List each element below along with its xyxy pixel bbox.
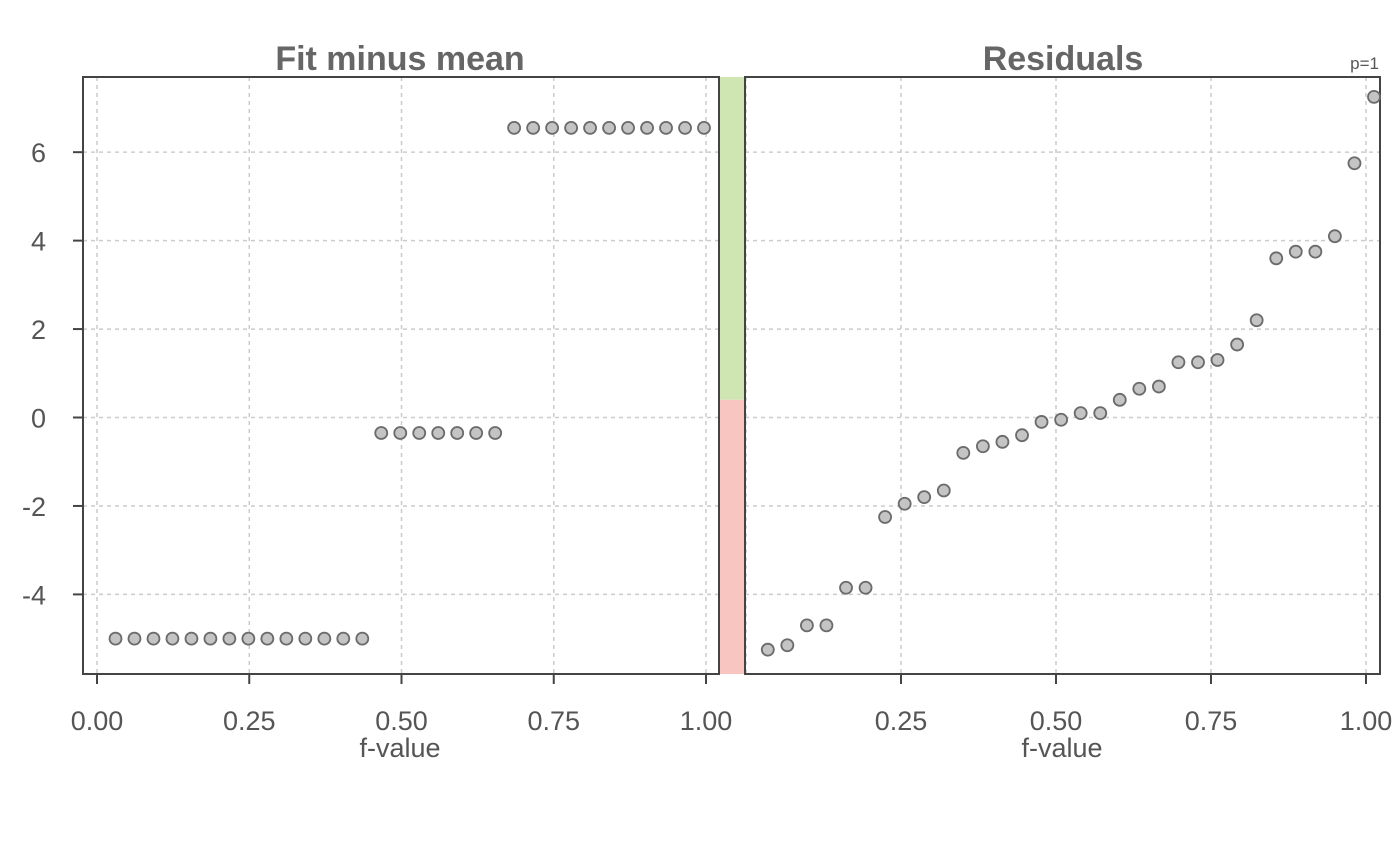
left-panel-point [507, 120, 522, 135]
left-panel-point [336, 631, 351, 646]
left-panel-point [317, 631, 332, 646]
left-panel-point [526, 120, 541, 135]
right-x-tick-label: 0.75 [1185, 706, 1238, 736]
left-x-tick-label: 0.75 [527, 706, 580, 736]
spread-bar-upper [719, 77, 745, 400]
left-panel-point [640, 120, 654, 135]
right-panel-point [780, 638, 795, 653]
left-panel-point [165, 631, 180, 646]
left-panel-point [621, 120, 635, 135]
left-panel-point [355, 631, 370, 646]
left-panel-point [260, 631, 275, 646]
left-panel-point [602, 120, 616, 135]
right-panel-frame [744, 76, 1381, 675]
left-x-tick-label: 0.25 [223, 706, 276, 736]
left-panel-point [298, 631, 313, 646]
right-panel-point [995, 434, 1010, 449]
left-x-tick-label: 0.50 [375, 706, 428, 736]
left-panel-title: Fit minus mean [275, 40, 524, 78]
right-panel-point [1191, 355, 1205, 370]
y-tick-label: 4 [31, 227, 46, 257]
left-panel-point [697, 120, 711, 135]
points-layer [108, 90, 1381, 657]
right-panel-point [1093, 406, 1108, 420]
left-panel-point [583, 120, 597, 135]
text-layer: Fit minus mean Residuals f-value f-value… [22, 40, 1392, 763]
left-panel-point [222, 631, 237, 646]
spread-bar-lower [719, 399, 745, 674]
right-panel-point [1308, 244, 1323, 259]
left-panel-point [241, 631, 256, 646]
y-tick-label: -2 [22, 492, 46, 522]
right-panel-point [760, 642, 775, 657]
right-panel-point [936, 483, 951, 498]
left-panel-point [184, 631, 199, 646]
left-panel-point [659, 120, 673, 135]
left-panel-point [431, 426, 446, 440]
right-panel-point [1327, 229, 1342, 244]
right-x-tick-label: 1.00 [1340, 706, 1393, 736]
right-panel-point [956, 445, 971, 460]
left-panel-point [108, 631, 123, 646]
plot-frame [73, 76, 1381, 684]
right-panel-point [800, 618, 814, 633]
p-value-annotation: p=1 [1350, 54, 1379, 73]
y-tick-label: 0 [31, 404, 46, 434]
spread-bar [719, 77, 745, 674]
right-panel-point [976, 439, 990, 454]
right-panel-point [897, 496, 912, 511]
left-panel-point [203, 631, 218, 646]
left-x-axis-label: f-value [359, 733, 440, 763]
y-tick-label: -4 [22, 580, 46, 610]
right-panel-point [1210, 353, 1225, 367]
right-panel-point [1367, 90, 1381, 104]
right-panel-point [819, 618, 834, 633]
left-x-tick-label: 1.00 [680, 706, 733, 736]
left-panel-point [127, 631, 142, 646]
right-panel-point [1171, 355, 1186, 370]
y-tick-label: 6 [31, 138, 46, 168]
left-panel-point [545, 120, 560, 135]
right-panel-point [839, 580, 853, 595]
right-panel-title: Residuals [983, 40, 1144, 78]
left-panel-point [279, 631, 294, 646]
right-panel-point [1249, 313, 1264, 328]
right-panel-point [1112, 392, 1127, 407]
right-panel-point [1230, 337, 1245, 352]
right-panel-point [1073, 406, 1088, 420]
right-panel-point [878, 510, 892, 524]
y-tick-label: 2 [31, 315, 46, 345]
right-x-tick-label: 0.50 [1030, 706, 1083, 736]
right-panel-point [917, 490, 932, 505]
left-panel-point [393, 426, 408, 440]
right-x-tick-label: 0.25 [875, 706, 928, 736]
right-panel-point [1151, 379, 1166, 394]
left-panel-point [488, 426, 503, 440]
right-panel-point [1269, 251, 1284, 266]
left-panel-point [564, 120, 579, 135]
right-panel-point [858, 580, 873, 595]
left-panel-point [678, 120, 692, 135]
right-x-axis-label: f-value [1021, 733, 1102, 763]
left-panel-point [412, 426, 427, 440]
left-panel-point [374, 426, 389, 440]
right-panel-point [1015, 428, 1029, 443]
right-panel-point [1288, 244, 1303, 259]
left-panel-point [146, 631, 161, 646]
right-panel-point [1054, 412, 1069, 427]
right-panel-point [1347, 156, 1362, 171]
left-panel-point [450, 426, 465, 440]
left-panel-point [469, 426, 484, 440]
right-panel-point [1034, 415, 1049, 429]
right-panel-point [1132, 381, 1147, 396]
left-x-tick-label: 0.00 [71, 706, 124, 736]
